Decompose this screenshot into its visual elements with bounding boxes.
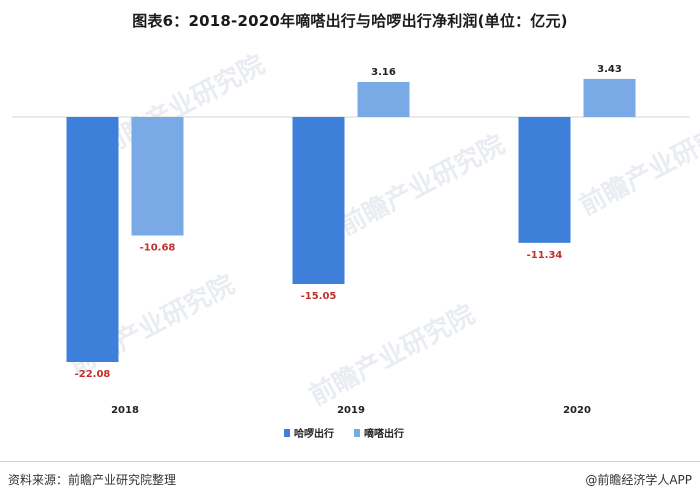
data-label: 3.16 <box>371 67 396 78</box>
footer: 资料来源：前瞻产业研究院整理 @前瞻经济学人APP <box>0 461 700 495</box>
bar-hello-2018 <box>66 117 119 362</box>
bar-dida-2020 <box>583 78 636 117</box>
legend-swatch <box>354 429 360 437</box>
legend-label: 哈啰出行 <box>294 427 334 440</box>
x-tick-label: 2020 <box>563 405 591 416</box>
legend-label: 嘀嗒出行 <box>364 427 404 440</box>
data-label: -22.08 <box>75 369 111 380</box>
bar-dida-2019 <box>357 81 410 117</box>
brand-credit: @前瞻经济学人APP <box>585 473 692 487</box>
x-tick-label: 2019 <box>337 405 365 416</box>
data-label: -10.68 <box>140 243 176 254</box>
bar-dida-2018 <box>131 117 184 236</box>
x-tick-label: 2018 <box>111 405 139 416</box>
data-label: -11.34 <box>527 250 563 261</box>
legend-swatch <box>284 429 290 437</box>
bar-hello-2019 <box>292 117 345 284</box>
bar-hello-2020 <box>518 117 571 243</box>
data-label: 3.43 <box>597 64 622 75</box>
data-label: -15.05 <box>301 291 337 302</box>
chart-title: 图表6：2018-2020年嘀嗒出行与哈啰出行净利润(单位：亿元) <box>132 12 568 30</box>
source-note: 资料来源：前瞻产业研究院整理 <box>8 473 177 487</box>
net-profit-bar-chart: -22.08 -10.68 2018 -15.05 3.16 2019 -11.34 3.43… <box>12 64 690 440</box>
